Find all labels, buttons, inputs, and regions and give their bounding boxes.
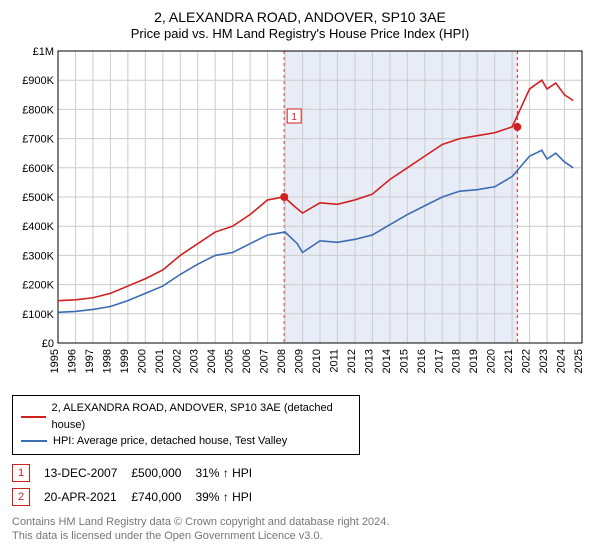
transaction-marker: 1 (12, 464, 30, 482)
svg-text:2003: 2003 (189, 349, 201, 373)
svg-text:£600K: £600K (22, 163, 54, 175)
footer-line: This data is licensed under the Open Gov… (12, 529, 588, 543)
svg-text:2013: 2013 (363, 349, 375, 373)
transaction-delta: 39% ↑ HPI (195, 485, 266, 509)
legend: 2, ALEXANDRA ROAD, ANDOVER, SP10 3AE (de… (12, 395, 360, 455)
svg-text:2000: 2000 (136, 349, 148, 373)
svg-text:2008: 2008 (276, 349, 288, 373)
transaction-delta: 31% ↑ HPI (195, 461, 266, 485)
svg-text:2002: 2002 (171, 349, 183, 373)
svg-text:2006: 2006 (241, 349, 253, 373)
transaction-price: £740,000 (131, 485, 195, 509)
svg-text:£500K: £500K (22, 192, 54, 204)
svg-text:2020: 2020 (486, 349, 498, 373)
legend-item: 2, ALEXANDRA ROAD, ANDOVER, SP10 3AE (de… (21, 400, 351, 433)
svg-text:2016: 2016 (416, 349, 428, 373)
price-chart: £0 £100K £200K £300K £400K £500K £600K £700K £80… (12, 47, 588, 387)
svg-text:2010: 2010 (311, 349, 323, 373)
svg-text:£900K: £900K (22, 75, 54, 87)
svg-text:£300K: £300K (22, 251, 54, 263)
legend-swatch (21, 416, 46, 418)
table-row: 2 20-APR-2021 £740,000 39% ↑ HPI (12, 485, 266, 509)
svg-text:2004: 2004 (206, 349, 218, 373)
legend-label: 2, ALEXANDRA ROAD, ANDOVER, SP10 3AE (de… (52, 400, 352, 433)
svg-text:2018: 2018 (451, 349, 463, 373)
footer-line: Contains HM Land Registry data © Crown c… (12, 515, 588, 529)
transaction-marker: 2 (12, 488, 30, 506)
svg-text:2007: 2007 (259, 349, 271, 373)
svg-text:2024: 2024 (556, 349, 568, 373)
transactions-table: 1 13-DEC-2007 £500,000 31% ↑ HPI 2 20-AP… (12, 461, 266, 509)
legend-swatch (21, 440, 47, 442)
svg-text:£800K: £800K (22, 105, 54, 117)
legend-item: HPI: Average price, detached house, Test… (21, 433, 351, 450)
svg-text:2012: 2012 (346, 349, 358, 373)
svg-text:1996: 1996 (66, 349, 78, 373)
svg-text:2014: 2014 (381, 349, 393, 373)
svg-text:2001: 2001 (154, 349, 166, 373)
table-row: 1 13-DEC-2007 £500,000 31% ↑ HPI (12, 461, 266, 485)
transaction-date: 13-DEC-2007 (44, 461, 131, 485)
footer: Contains HM Land Registry data © Crown c… (12, 515, 588, 544)
svg-text:1: 1 (291, 112, 297, 123)
svg-text:2011: 2011 (328, 349, 340, 373)
svg-text:1999: 1999 (119, 349, 131, 373)
page-title: 2, ALEXANDRA ROAD, ANDOVER, SP10 3AE (12, 8, 588, 26)
svg-text:2009: 2009 (294, 349, 306, 373)
svg-text:2021: 2021 (503, 349, 515, 373)
svg-text:2019: 2019 (468, 349, 480, 373)
svg-text:1997: 1997 (84, 349, 96, 373)
transaction-date: 20-APR-2021 (44, 485, 131, 509)
legend-label: HPI: Average price, detached house, Test… (53, 433, 287, 450)
svg-text:2017: 2017 (433, 349, 445, 373)
svg-text:£400K: £400K (22, 221, 54, 233)
svg-text:£1M: £1M (33, 47, 54, 58)
svg-text:2022: 2022 (521, 349, 533, 373)
svg-text:2005: 2005 (224, 349, 236, 373)
svg-text:2023: 2023 (538, 349, 550, 373)
svg-text:£700K: £700K (22, 134, 54, 146)
svg-text:2025: 2025 (573, 349, 585, 373)
page-subtitle: Price paid vs. HM Land Registry's House … (12, 26, 588, 41)
svg-text:2015: 2015 (398, 349, 410, 373)
svg-text:1995: 1995 (49, 349, 61, 373)
svg-text:1998: 1998 (101, 349, 113, 373)
svg-text:£200K: £200K (22, 280, 54, 292)
svg-text:£0: £0 (42, 338, 54, 350)
transaction-price: £500,000 (131, 461, 195, 485)
svg-text:£100K: £100K (22, 309, 54, 321)
